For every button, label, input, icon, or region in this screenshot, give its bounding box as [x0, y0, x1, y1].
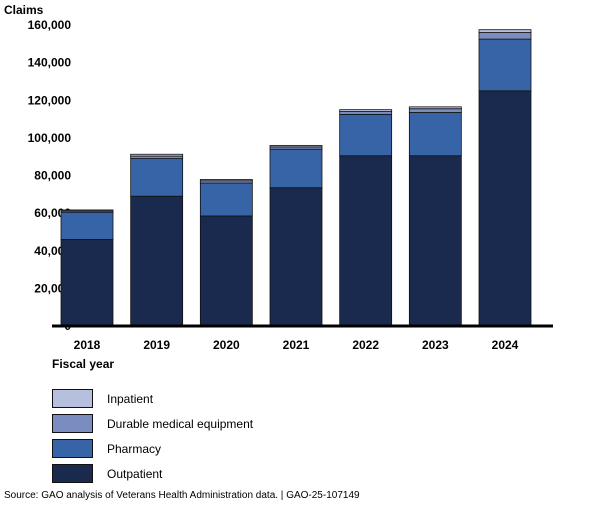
- legend-item: Durable medical equipment: [52, 411, 253, 436]
- bar-segment-outpatient-2021: [269, 187, 323, 327]
- x-tick-label: 2023: [422, 338, 449, 352]
- legend-swatch: [52, 439, 93, 458]
- bar-segment-inpatient-2022: [339, 109, 393, 112]
- legend-item: Pharmacy: [52, 436, 253, 461]
- bar-segment-inpatient-2023: [408, 106, 462, 110]
- bar-segment-inpatient-2024: [478, 29, 532, 33]
- x-tick-label: 2020: [213, 338, 240, 352]
- x-tick-label: 2021: [283, 338, 310, 352]
- bar-segment-outpatient-2024: [478, 90, 532, 327]
- bar-segment-pharmacy-2022: [339, 113, 393, 157]
- source-note: Source: GAO analysis of Veterans Health …: [4, 490, 360, 501]
- legend-label: Durable medical equipment: [107, 416, 254, 431]
- x-axis-title: Fiscal year: [52, 357, 114, 371]
- bar-segment-outpatient-2020: [199, 215, 253, 327]
- bar-segment-inpatient-2020: [199, 179, 253, 182]
- y-tick-label: 80,000: [34, 169, 71, 183]
- x-tick-label: 2022: [352, 338, 379, 352]
- x-tick-label: 2018: [74, 338, 101, 352]
- y-tick-label: 100,000: [28, 131, 72, 145]
- legend-label: Pharmacy: [107, 441, 162, 456]
- y-axis-title: Claims: [4, 3, 44, 17]
- bar-segment-outpatient-2022: [339, 155, 393, 327]
- legend-swatch: [52, 389, 93, 408]
- bar-segment-durable-medical-equipment-2024: [478, 32, 532, 40]
- bar-segment-inpatient-2021: [269, 144, 323, 148]
- legend: Inpatient Durable medical equipment Pharma…: [52, 386, 253, 486]
- bar-segment-pharmacy-2020: [199, 182, 253, 217]
- x-axis-ticks: 2018 2019 2020 2021 2022 2023 2024: [74, 338, 519, 352]
- legend-swatch: [52, 464, 93, 483]
- bar-segment-pharmacy-2024: [478, 38, 532, 92]
- bar-segment-durable-medical-equipment-2022: [339, 111, 393, 115]
- bars: [60, 29, 532, 327]
- bar-segment-pharmacy-2023: [408, 112, 462, 157]
- y-tick-label: 140,000: [28, 56, 72, 70]
- bar-segment-outpatient-2023: [408, 155, 462, 327]
- bar-segment-inpatient-2018: [60, 209, 114, 212]
- legend-label: Outpatient: [107, 466, 163, 481]
- legend-swatch: [52, 414, 93, 433]
- y-tick-label: 160,000: [28, 18, 72, 32]
- bar-segment-outpatient-2019: [130, 195, 184, 327]
- legend-item: Inpatient: [52, 386, 253, 411]
- bar-segment-pharmacy-2019: [130, 158, 184, 197]
- bar-segment-durable-medical-equipment-2023: [408, 108, 462, 113]
- x-tick-label: 2024: [492, 338, 519, 352]
- bar-segment-inpatient-2019: [130, 153, 184, 157]
- legend-item: Outpatient: [52, 461, 253, 486]
- bar-segment-outpatient-2018: [60, 239, 114, 327]
- bar-segment-pharmacy-2018: [60, 211, 114, 240]
- y-tick-label: 120,000: [28, 93, 72, 107]
- legend-label: Inpatient: [107, 391, 154, 406]
- bar-segment-pharmacy-2021: [269, 148, 323, 189]
- x-tick-label: 2019: [143, 338, 170, 352]
